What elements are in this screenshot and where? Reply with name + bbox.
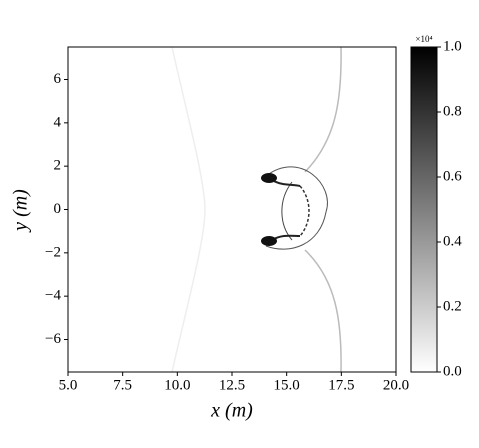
y-tick-label: −2 <box>45 244 61 260</box>
y-tick-label: 0 <box>54 201 62 217</box>
colorbar-tick-label: 0.8 <box>443 103 462 119</box>
colorbar-tick-label: 0.4 <box>443 233 462 249</box>
plot-frame <box>67 46 397 373</box>
x-tick-label: 20.0 <box>383 377 409 393</box>
y-tick-label: 6 <box>54 71 62 87</box>
x-tick-label: 17.5 <box>328 377 354 393</box>
colorbar-tick-label: 0.2 <box>443 298 462 314</box>
y-tick-label: 4 <box>54 114 62 130</box>
colorbar-tick-label: 0.0 <box>443 363 462 379</box>
x-tick-label: 10.0 <box>164 377 190 393</box>
y-tick-label: 2 <box>54 158 62 174</box>
y-axis-label: y (m) <box>10 189 32 233</box>
field <box>171 46 342 373</box>
x-axis-label: x (m) <box>210 400 253 422</box>
x-tick-label: 12.5 <box>219 377 245 393</box>
colorbar <box>410 46 438 373</box>
colorbar-scale: ×10⁴ <box>415 34 432 44</box>
x-tick-label: 7.5 <box>113 377 132 393</box>
x-tick-label: 15.0 <box>274 377 300 393</box>
x-tick-label: 5.0 <box>59 377 78 393</box>
y-tick-label: −6 <box>45 331 61 347</box>
colorbar-tick-label: 0.6 <box>443 168 462 184</box>
y-tick-label: −4 <box>45 288 61 304</box>
colorbar-tick-label: 1.0 <box>443 38 462 54</box>
